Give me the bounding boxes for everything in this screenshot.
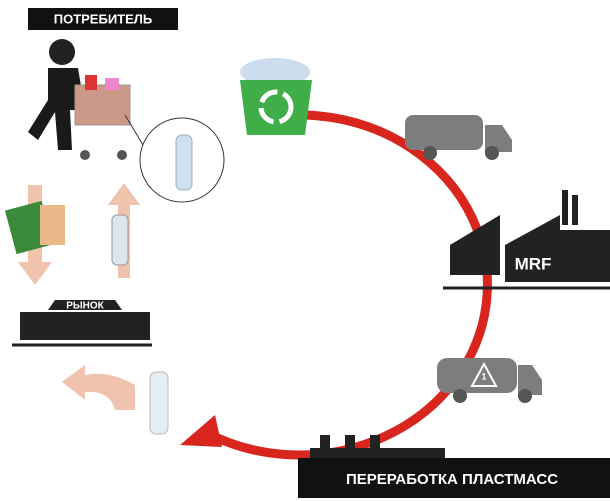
truck-icon xyxy=(437,358,542,403)
cycle-arrowhead xyxy=(180,415,222,447)
consumer-icon xyxy=(28,39,131,160)
consumer-label: ПОТРЕБИТЕЛЬ xyxy=(54,11,153,26)
lens-line xyxy=(124,114,144,146)
truck-icon xyxy=(405,115,512,160)
cycle-arc xyxy=(202,110,492,460)
bottle xyxy=(175,134,193,191)
hand-icon xyxy=(40,205,65,245)
mrf-label: MRF xyxy=(515,254,552,273)
plant-icon xyxy=(310,435,445,460)
return-arrow xyxy=(62,365,135,410)
label-box xyxy=(28,8,178,30)
resin-triangle xyxy=(470,361,498,387)
bottle xyxy=(149,371,169,435)
bottle xyxy=(111,214,129,266)
recycle-bin xyxy=(240,58,312,135)
market-icon xyxy=(12,300,152,347)
recycling-label: ПЕРЕРАБОТКА ПЛАСТМАСС xyxy=(346,471,558,488)
market-label: РЫНОК xyxy=(66,301,104,312)
resin-code: 1 xyxy=(481,371,486,381)
mrf-icon xyxy=(443,190,610,290)
label-box xyxy=(298,458,610,498)
